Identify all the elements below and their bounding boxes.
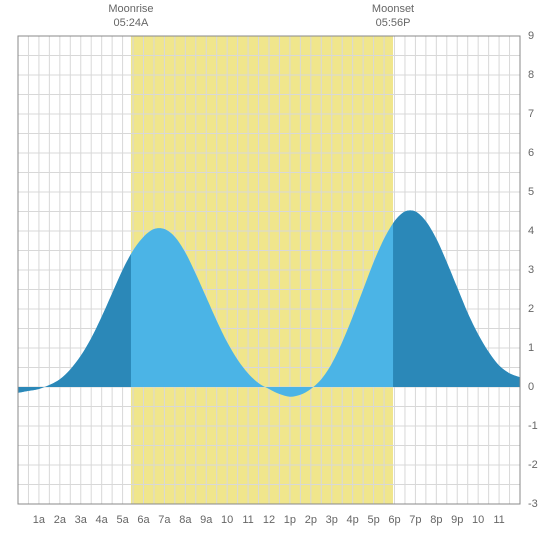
y-tick-label: 4 [528, 225, 534, 237]
x-tick-label: 3p [326, 514, 338, 526]
x-tick-label: 11 [493, 514, 504, 526]
x-tick-label: 4a [96, 514, 108, 526]
x-tick-label: 7a [158, 514, 170, 526]
x-tick-label: 11 [242, 514, 253, 526]
x-tick-label: 6a [137, 514, 149, 526]
moonrise-annotation: Moonrise05:24A [101, 2, 161, 31]
x-tick-label: 5a [116, 514, 128, 526]
moonset-annotation: Moonset05:56P [363, 2, 423, 31]
x-tick-label: 10 [221, 514, 233, 526]
y-tick-label: -2 [528, 459, 538, 471]
y-tick-label: 5 [528, 186, 534, 198]
x-tick-label: 9a [200, 514, 212, 526]
x-tick-label: 1a [33, 514, 45, 526]
x-tick-label: 8a [179, 514, 191, 526]
y-tick-label: 6 [528, 147, 534, 159]
moonrise-annotation-title: Moonrise [101, 2, 161, 16]
x-tick-label: 8p [430, 514, 442, 526]
x-tick-label: 12 [263, 514, 275, 526]
x-tick-label: 1p [284, 514, 296, 526]
x-tick-label: 9p [451, 514, 463, 526]
x-tick-label: 6p [388, 514, 400, 526]
chart-svg [0, 0, 550, 550]
y-tick-label: 2 [528, 303, 534, 315]
y-tick-label: -1 [528, 420, 538, 432]
x-tick-label: 2p [305, 514, 317, 526]
y-tick-label: 9 [528, 30, 534, 42]
y-tick-label: 8 [528, 69, 534, 81]
x-tick-label: 7p [409, 514, 421, 526]
y-tick-label: -3 [528, 498, 538, 510]
x-tick-label: 5p [367, 514, 379, 526]
y-tick-label: 0 [528, 381, 534, 393]
y-tick-label: 1 [528, 342, 534, 354]
x-tick-label: 10 [472, 514, 484, 526]
y-tick-label: 3 [528, 264, 534, 276]
tide-chart: 1a2a3a4a5a6a7a8a9a1011121p2p3p4p5p6p7p8p… [0, 0, 550, 550]
x-tick-label: 3a [75, 514, 87, 526]
moonset-annotation-title: Moonset [363, 2, 423, 16]
moonrise-annotation-time: 05:24A [101, 16, 161, 30]
moonset-annotation-time: 05:56P [363, 16, 423, 30]
y-tick-label: 7 [528, 108, 534, 120]
x-tick-label: 2a [54, 514, 66, 526]
x-tick-label: 4p [347, 514, 359, 526]
